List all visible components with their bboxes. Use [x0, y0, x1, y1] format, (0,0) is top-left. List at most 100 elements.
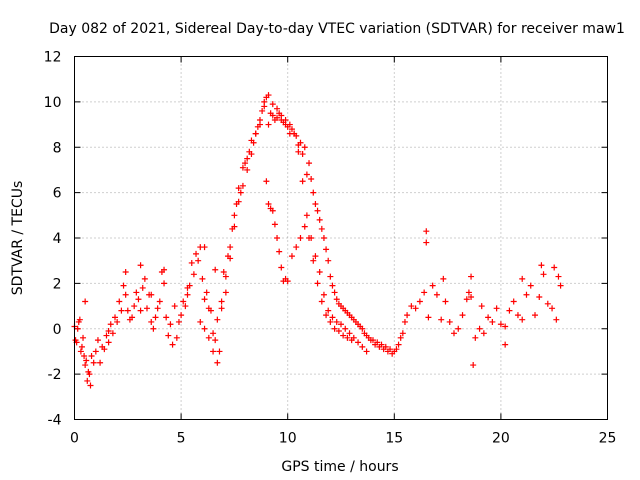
- data-point: [72, 337, 79, 344]
- data-point: [408, 303, 415, 310]
- data-point: [109, 330, 116, 337]
- data-point: [359, 325, 366, 332]
- data-point: [129, 314, 136, 321]
- data-point: [87, 382, 94, 389]
- data-point: [329, 282, 336, 289]
- data-point: [320, 291, 327, 298]
- data-point: [120, 282, 127, 289]
- data-point: [156, 298, 163, 305]
- y-tick-labels: -4 -2 0 2 4 6 8 10 12: [44, 50, 62, 429]
- data-point: [338, 321, 344, 328]
- y-tick-label: 12: [44, 50, 62, 66]
- data-point: [301, 223, 308, 230]
- data-point: [480, 330, 487, 337]
- chart-title: Day 082 of 2021, Sidereal Day-to-day VTE…: [49, 21, 625, 37]
- data-point: [274, 235, 281, 241]
- data-point: [82, 298, 89, 305]
- data-point: [90, 359, 97, 366]
- data-point: [135, 296, 142, 303]
- data-point: [497, 321, 504, 328]
- data-point: [514, 312, 521, 319]
- y-tick-label: -4: [48, 413, 62, 429]
- data-point: [540, 271, 547, 278]
- data-point: [342, 307, 349, 314]
- data-point: [152, 314, 159, 321]
- data-point: [203, 289, 210, 296]
- data-point: [252, 130, 259, 137]
- data-point: [148, 318, 155, 325]
- data-point: [350, 316, 357, 323]
- data-point: [212, 337, 219, 344]
- data-point: [214, 359, 221, 366]
- data-point: [81, 352, 88, 359]
- data-point: [329, 314, 336, 321]
- data-point: [244, 166, 251, 173]
- data-point: [502, 323, 509, 330]
- data-point: [199, 275, 206, 282]
- data-point: [295, 141, 302, 148]
- data-point: [103, 332, 110, 339]
- data-point: [182, 303, 189, 310]
- data-point: [227, 255, 234, 262]
- data-point: [284, 278, 291, 285]
- data-point: [327, 273, 334, 280]
- data-point: [222, 289, 229, 296]
- data-point: [463, 296, 470, 303]
- data-point: [105, 328, 112, 335]
- data-point: [393, 346, 400, 353]
- data-point: [355, 321, 362, 328]
- data-point: [389, 350, 396, 357]
- data-point: [359, 343, 366, 350]
- data-point: [212, 266, 219, 273]
- data-point: [220, 269, 227, 276]
- data-point: [84, 377, 91, 384]
- data-point: [416, 298, 423, 305]
- data-point: [161, 280, 168, 287]
- data-point: [478, 303, 485, 310]
- data-point: [114, 318, 121, 325]
- data-point: [85, 368, 92, 375]
- data-point: [429, 282, 436, 289]
- data-point: [88, 352, 95, 359]
- data-point: [346, 330, 353, 337]
- x-tick-label: 20: [492, 431, 510, 447]
- data-point: [148, 291, 155, 298]
- data-point: [355, 339, 362, 346]
- data-point: [274, 114, 281, 121]
- data-point: [327, 318, 334, 325]
- data-point: [314, 207, 321, 214]
- data-point: [169, 341, 176, 348]
- x-tick-label: 15: [385, 431, 403, 447]
- y-tick-label: 0: [53, 322, 62, 338]
- x-tick-label: 0: [70, 431, 79, 447]
- data-point: [248, 137, 255, 144]
- data-point: [293, 244, 300, 251]
- data-point: [137, 262, 144, 269]
- y-tick-label: -2: [48, 367, 62, 383]
- data-point: [139, 284, 146, 291]
- data-point: [288, 126, 295, 133]
- data-point: [367, 337, 374, 344]
- data-point: [178, 312, 185, 319]
- data-point: [184, 284, 191, 291]
- data-point: [201, 296, 208, 303]
- data-point: [446, 318, 453, 325]
- data-point: [470, 362, 477, 369]
- data-point: [291, 130, 298, 137]
- data-point: [312, 253, 319, 260]
- data-point: [201, 325, 208, 332]
- data-point: [78, 343, 85, 350]
- data-point: [519, 275, 526, 282]
- data-point: [122, 269, 129, 276]
- data-point: [205, 334, 212, 341]
- x-tick-label: 10: [279, 431, 297, 447]
- data-point: [331, 289, 338, 296]
- data-point: [338, 303, 344, 310]
- data-point: [423, 228, 430, 235]
- data-point: [549, 305, 556, 312]
- data-point: [122, 291, 129, 298]
- data-point: [256, 117, 263, 124]
- data-point: [506, 307, 513, 314]
- y-tick-label: 10: [44, 95, 62, 111]
- data-point: [143, 305, 150, 312]
